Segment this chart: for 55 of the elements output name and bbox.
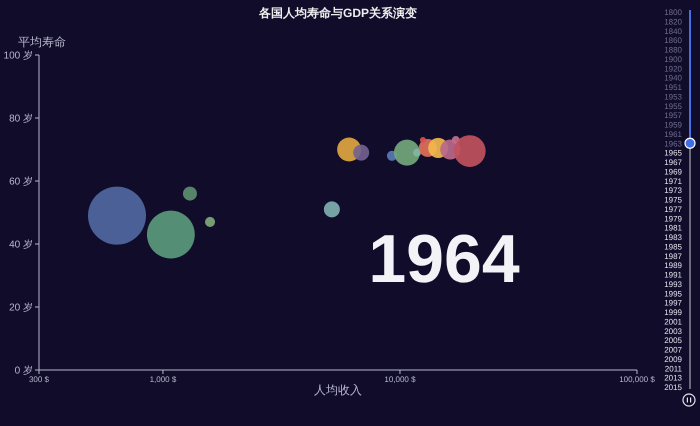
- text: 2007: [664, 346, 683, 354]
- y-tick-label: 80 岁: [9, 112, 33, 124]
- text: 1967: [664, 158, 683, 167]
- text: 1957: [664, 111, 683, 120]
- y-tick-label: 40 岁: [9, 238, 33, 250]
- y-tick-label: 60 岁: [9, 176, 33, 188]
- text: 1920: [664, 64, 683, 74]
- text: 1995: [664, 289, 683, 298]
- x-tick-label: 100,000 $: [619, 375, 656, 384]
- x-tick-label: 10,000 $: [384, 375, 416, 384]
- text: 1969: [664, 167, 683, 176]
- text: 1940: [664, 74, 683, 83]
- y-tick-label: 0 岁: [14, 364, 33, 376]
- text: 1989: [664, 261, 683, 270]
- x-tick-label: 300 $: [28, 375, 50, 384]
- text: 1981: [664, 224, 683, 233]
- text: 1963: [664, 139, 683, 148]
- text: 2011: [664, 364, 683, 374]
- text: 1979: [664, 214, 683, 224]
- text: 1964: [368, 221, 520, 297]
- x-tick-label: 1,000 $: [150, 375, 177, 384]
- text: 1860: [664, 36, 683, 46]
- y-tick-label: 100 岁: [4, 50, 33, 62]
- text: 1975: [664, 196, 683, 204]
- text: 1961: [664, 130, 683, 139]
- text: 1983: [664, 233, 683, 242]
- text: 1997: [664, 298, 683, 308]
- text: 1840: [664, 26, 683, 36]
- x-axis-title: 人均收入: [314, 383, 362, 397]
- text: 1951: [664, 83, 683, 92]
- chart-title: 各国人均寿命与GDP关系演变: [258, 6, 418, 20]
- text: 1900: [664, 54, 683, 64]
- text: 1800: [664, 8, 683, 17]
- text: 1973: [664, 186, 683, 196]
- text: 1959: [664, 120, 683, 130]
- text: 1953: [664, 92, 683, 102]
- text: 1999: [664, 308, 683, 317]
- text: 1993: [664, 280, 683, 289]
- text: 1985: [664, 242, 683, 252]
- text: 1977: [664, 204, 683, 214]
- text: 1987: [664, 252, 683, 261]
- text: 1991: [664, 270, 683, 280]
- text: 1955: [664, 102, 683, 111]
- text: 2001: [664, 317, 683, 326]
- text: 2005: [664, 336, 683, 346]
- text: 2015: [664, 383, 683, 392]
- text: 2013: [664, 374, 683, 383]
- text: 2009: [664, 354, 683, 364]
- y-axis-title: 平均寿命: [18, 35, 66, 49]
- text: 2003: [664, 326, 683, 336]
- text: 1880: [664, 46, 683, 54]
- text: 1965: [664, 148, 683, 158]
- y-tick-label: 20 岁: [9, 302, 33, 314]
- text: 1820: [664, 17, 683, 26]
- text: 1971: [664, 176, 683, 186]
